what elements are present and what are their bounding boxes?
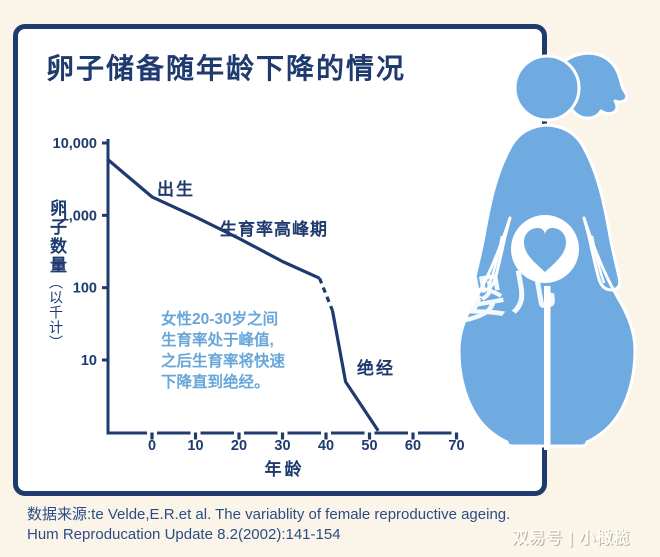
- annotation-peak-fertility: 生育率高峰期: [220, 220, 328, 239]
- description-line: 下降直到绝经。: [161, 374, 270, 391]
- description-line: 之后生育率将快速: [161, 353, 286, 370]
- description-line: 生育率处于峰值,: [161, 332, 274, 349]
- arm-separation-line: [488, 235, 504, 284]
- x-tick-label: 0: [148, 438, 156, 454]
- x-tick-mark: [454, 432, 459, 440]
- y-tick-label: 1,000: [61, 208, 97, 224]
- curve-egg-count-prenatal-to-peak: [106, 157, 321, 280]
- y-axis-label-main: 卵子数量: [47, 199, 66, 275]
- x-tick-mark: [280, 432, 285, 440]
- x-axis-label: 年龄: [264, 460, 305, 479]
- y-tick-label: 100: [73, 281, 97, 297]
- x-tick-label: 60: [405, 438, 421, 454]
- x-tick-label: 50: [361, 438, 377, 454]
- y-axis-label: 卵子数量（以千计）: [44, 199, 69, 350]
- leg-gap: [544, 286, 551, 450]
- x-tick-label: 20: [231, 438, 247, 454]
- citation-line: Hum Reproducation Update 8.2(2002):141-1…: [27, 525, 341, 543]
- y-tick-label: 10,000: [53, 136, 97, 152]
- citation-line: 数据来源:te Velde,E.R.et al. The variablity …: [27, 506, 511, 523]
- x-tick-label: 10: [187, 438, 203, 454]
- curve-egg-count-to-menopause: [330, 310, 380, 432]
- x-tick-label: 40: [318, 438, 334, 454]
- infographic-card: 卵子储备随年龄下降的情况 0 10 20 30 40 50 60 70 10,000 1,000 1…: [13, 24, 547, 496]
- pregnant-woman-icon: [457, 51, 637, 450]
- description-line: 女性20-30岁之间: [161, 311, 279, 328]
- x-tick-mark: [237, 432, 241, 440]
- y-tick-label: 10: [81, 353, 97, 369]
- egg-reserve-line-chart: 0 10 20 30 40 50 60 70 10,000 1,000 100 10: [53, 136, 465, 454]
- annotation-menopause: 绝经: [357, 359, 395, 378]
- arm-separation-line: [590, 235, 606, 284]
- data-source-citation: 数据来源:te Velde,E.R.et al. The variablity …: [27, 505, 517, 544]
- x-tick-label: 30: [274, 438, 290, 454]
- x-tick-mark: [411, 432, 415, 440]
- curve-egg-count-projected-decline: [318, 277, 334, 312]
- heart-icon: [524, 228, 566, 272]
- watermark-publisher: 双易号 | 小橄榄: [512, 530, 631, 547]
- x-tick-mark: [150, 432, 154, 440]
- chart-title: 卵子储备随年龄下降的情况: [46, 53, 407, 84]
- y-axis-label-unit: （以千计）: [48, 275, 64, 350]
- x-tick-mark: [324, 432, 328, 440]
- description-text: 女性20-30岁之间 生育率处于峰值, 之后生育率将快速 下降直到绝经。: [161, 309, 311, 393]
- x-tick-label: 70: [448, 438, 464, 454]
- x-tick-mark: [193, 432, 198, 440]
- annotation-birth: 出生: [157, 180, 195, 199]
- head-shape: [513, 54, 581, 122]
- x-tick-mark: [367, 432, 372, 440]
